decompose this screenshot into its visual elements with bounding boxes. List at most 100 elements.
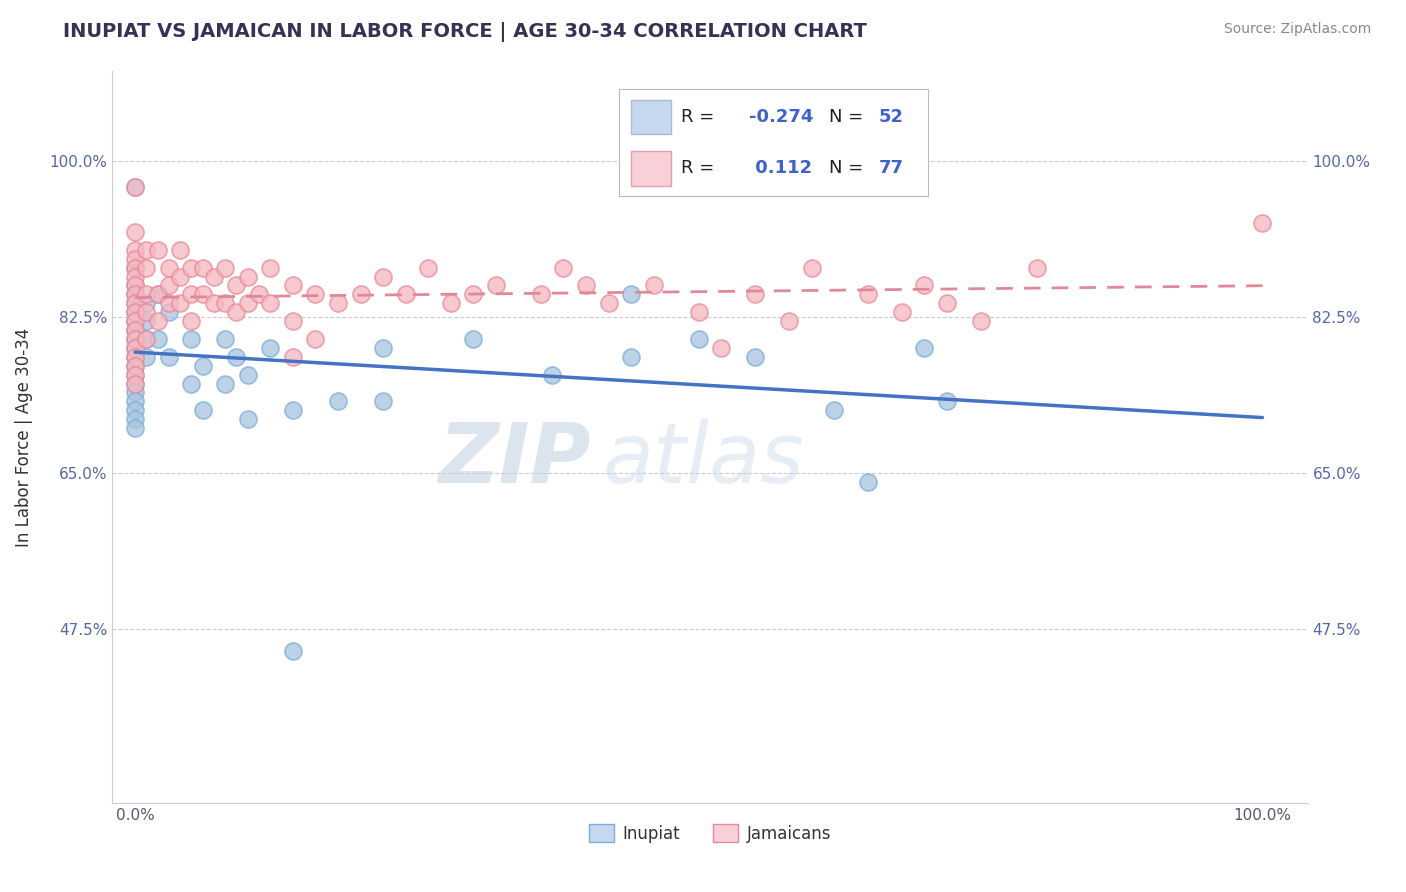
- Point: [800, 260, 823, 275]
- Point: [744, 287, 766, 301]
- Point: [225, 350, 247, 364]
- Point: [202, 296, 225, 310]
- Point: [135, 305, 157, 319]
- Point: [157, 350, 180, 364]
- Point: [124, 359, 146, 373]
- Point: [124, 252, 146, 266]
- Point: [124, 412, 146, 426]
- Point: [135, 314, 157, 328]
- Point: [214, 332, 236, 346]
- Point: [180, 287, 202, 301]
- Point: [485, 278, 508, 293]
- Text: ZIP: ZIP: [437, 418, 591, 500]
- Point: [598, 296, 620, 310]
- Text: atlas: atlas: [603, 418, 804, 500]
- Point: [135, 287, 157, 301]
- Point: [191, 403, 214, 417]
- Text: INUPIAT VS JAMAICAN IN LABOR FORCE | AGE 30-34 CORRELATION CHART: INUPIAT VS JAMAICAN IN LABOR FORCE | AGE…: [63, 22, 868, 42]
- Point: [418, 260, 440, 275]
- Point: [146, 314, 169, 328]
- Point: [124, 376, 146, 391]
- Point: [124, 287, 146, 301]
- Point: [281, 644, 304, 658]
- Point: [553, 260, 575, 275]
- Point: [124, 278, 146, 293]
- Point: [620, 350, 643, 364]
- Point: [247, 287, 270, 301]
- Bar: [631, 100, 671, 134]
- Text: 0.112: 0.112: [748, 160, 811, 178]
- Point: [124, 314, 146, 328]
- Point: [124, 341, 146, 355]
- Point: [157, 305, 180, 319]
- Point: [710, 341, 733, 355]
- Point: [124, 350, 146, 364]
- Point: [124, 368, 146, 382]
- Point: [225, 305, 247, 319]
- Point: [236, 368, 259, 382]
- Point: [180, 260, 202, 275]
- Point: [371, 394, 394, 409]
- Point: [124, 314, 146, 328]
- Point: [124, 421, 146, 435]
- Point: [643, 278, 665, 293]
- Point: [169, 269, 191, 284]
- Legend: Inupiat, Jamaicans: Inupiat, Jamaicans: [582, 818, 838, 849]
- Point: [124, 403, 146, 417]
- Point: [146, 332, 169, 346]
- Y-axis label: In Labor Force | Age 30-34: In Labor Force | Age 30-34: [15, 327, 32, 547]
- Point: [124, 323, 146, 337]
- Point: [530, 287, 553, 301]
- Point: [124, 278, 146, 293]
- Point: [124, 287, 146, 301]
- Point: [969, 314, 991, 328]
- Point: [281, 314, 304, 328]
- Point: [823, 403, 845, 417]
- Point: [912, 341, 935, 355]
- Point: [135, 332, 157, 346]
- Point: [575, 278, 598, 293]
- Text: N =: N =: [830, 160, 869, 178]
- Text: 77: 77: [879, 160, 904, 178]
- Point: [688, 332, 710, 346]
- Point: [135, 260, 157, 275]
- Point: [191, 287, 214, 301]
- Point: [124, 368, 146, 382]
- Point: [236, 296, 259, 310]
- Point: [394, 287, 416, 301]
- Point: [1026, 260, 1049, 275]
- Point: [259, 260, 281, 275]
- Point: [169, 243, 191, 257]
- Point: [214, 376, 236, 391]
- Point: [124, 332, 146, 346]
- Point: [856, 475, 879, 489]
- Point: [124, 350, 146, 364]
- Point: [1251, 216, 1274, 230]
- Point: [180, 376, 202, 391]
- Text: Source: ZipAtlas.com: Source: ZipAtlas.com: [1223, 22, 1371, 37]
- Point: [463, 287, 485, 301]
- Point: [236, 412, 259, 426]
- Point: [157, 278, 180, 293]
- Point: [463, 332, 485, 346]
- Point: [124, 305, 146, 319]
- Point: [124, 323, 146, 337]
- Point: [124, 296, 146, 310]
- Point: [440, 296, 463, 310]
- Point: [326, 394, 349, 409]
- Bar: [631, 152, 671, 186]
- Point: [744, 350, 766, 364]
- Point: [180, 332, 202, 346]
- Point: [349, 287, 371, 301]
- Point: [124, 296, 146, 310]
- Point: [304, 287, 326, 301]
- Point: [326, 296, 349, 310]
- Text: 52: 52: [879, 108, 904, 126]
- Point: [856, 287, 879, 301]
- Point: [214, 260, 236, 275]
- Point: [259, 341, 281, 355]
- Point: [124, 394, 146, 409]
- Point: [304, 332, 326, 346]
- Point: [191, 359, 214, 373]
- Point: [180, 314, 202, 328]
